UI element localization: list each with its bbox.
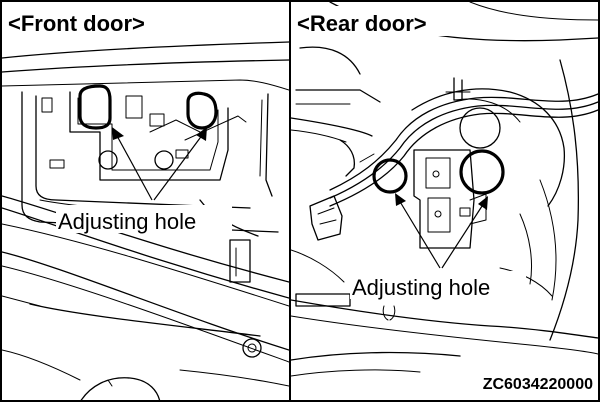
front-adjusting-hole-label: Adjusting hole bbox=[58, 209, 196, 234]
rear-adjusting-hole-leaders bbox=[395, 193, 488, 269]
figure-code: ZC6034220000 bbox=[483, 376, 593, 393]
rear-door-linework bbox=[291, 2, 598, 377]
front-door-panel: <Front door> Adjusting hole bbox=[2, 6, 289, 400]
rear-door-title: <Rear door> bbox=[297, 11, 427, 36]
front-door-title: <Front door> bbox=[8, 11, 145, 36]
rear-adjusting-hole-label: Adjusting hole bbox=[352, 275, 490, 300]
rear-door-panel: <Rear door> Adjusting hole bbox=[291, 2, 598, 377]
front-adjusting-hole-leaders bbox=[112, 127, 207, 201]
